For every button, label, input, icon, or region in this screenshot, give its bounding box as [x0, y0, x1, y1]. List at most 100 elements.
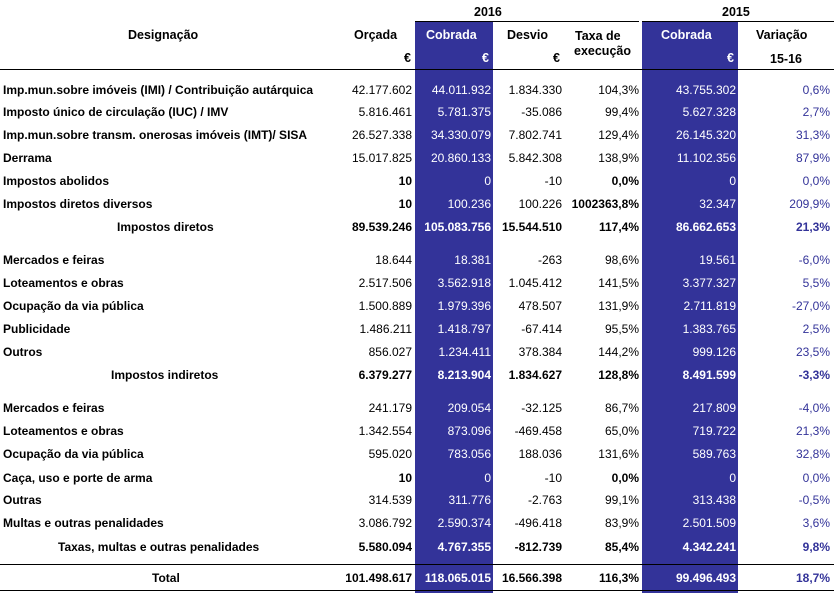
cell-variacao: 21,3% — [795, 220, 830, 234]
cell-variacao: 23,5% — [795, 345, 830, 359]
cell-taxa: 129,4% — [598, 128, 639, 142]
cell-variacao: 0,0% — [802, 471, 830, 485]
table-row: Loteamentos e obras 2.517.506 3.562.918 … — [0, 272, 834, 294]
cell-desvio: -32.125 — [521, 401, 562, 415]
orcada-header: Orçada — [354, 28, 398, 42]
cell-orcada: 241.179 — [368, 401, 412, 415]
cell-taxa: 104,3% — [598, 83, 639, 97]
total-row: Total 101.498.617 118.065.015 16.566.398… — [0, 567, 834, 589]
row-label: Mercados e feiras — [3, 401, 105, 415]
orcada-unit: € — [404, 51, 411, 65]
cell-cobrada-2015: 217.809 — [692, 401, 736, 415]
cell-variacao: 209,9% — [789, 197, 830, 211]
cell-cobrada-2015: 32.347 — [699, 197, 736, 211]
cell-orcada: 5.580.094 — [358, 540, 412, 554]
cell-cobrada-2015: 719.722 — [692, 424, 736, 438]
cell-cobrada-2016: 105.083.756 — [424, 220, 491, 234]
cell-orcada: 15.017.825 — [351, 151, 412, 165]
row-label: Publicidade — [3, 322, 71, 336]
cell-orcada: 1.342.554 — [358, 424, 412, 438]
cell-cobrada-2016: 0 — [484, 471, 491, 485]
cell-cobrada-2016: 8.213.904 — [437, 368, 491, 382]
cell-variacao: 2,7% — [802, 105, 830, 119]
cell-variacao: 18,7% — [795, 571, 830, 585]
table-row: Loteamentos e obras 1.342.554 873.096 -4… — [0, 420, 834, 442]
cobrada-2015-unit: € — [727, 51, 734, 65]
table-row: Mercados e feiras 18.644 18.381 -263 98,… — [0, 249, 834, 271]
cell-taxa: 1002363,8% — [571, 197, 639, 211]
table-row: Derrama 15.017.825 20.860.133 5.842.308 … — [0, 147, 834, 169]
cell-orcada: 6.379.277 — [358, 368, 412, 382]
cell-taxa: 0,0% — [611, 471, 639, 485]
cell-variacao: -3,3% — [798, 368, 830, 382]
cell-cobrada-2015: 19.561 — [699, 253, 736, 267]
cell-variacao: 32,8% — [795, 447, 830, 461]
row-label: Ocupação da via pública — [3, 299, 144, 313]
cell-cobrada-2015: 999.126 — [692, 345, 736, 359]
cell-orcada: 10 — [398, 197, 412, 211]
cell-taxa: 99,4% — [604, 105, 639, 119]
year-2015-underline — [642, 21, 834, 22]
cell-desvio: 378.384 — [518, 345, 562, 359]
row-label: Imp.mun.sobre imóveis (IMI) / Contribuiç… — [3, 83, 314, 97]
cell-cobrada-2015: 2.711.819 — [683, 299, 737, 313]
cell-cobrada-2015: 8.491.599 — [682, 368, 736, 382]
subtotal-label: Impostos indiretos — [111, 368, 219, 382]
cell-orcada: 1.500.889 — [358, 299, 412, 313]
cell-variacao: -0,5% — [798, 493, 830, 507]
cell-orcada: 856.027 — [368, 345, 412, 359]
year-2016-underline — [415, 21, 639, 22]
cell-desvio: 7.802.741 — [508, 128, 562, 142]
cell-cobrada-2015: 11.102.356 — [676, 151, 736, 165]
cell-cobrada-2016: 209.054 — [447, 401, 491, 415]
table-row: Ocupação da via pública 1.500.889 1.979.… — [0, 295, 834, 317]
variacao-subheader: 15-16 — [770, 52, 802, 66]
row-label: Loteamentos e obras — [3, 276, 124, 290]
table-row: Mercados e feiras 241.179 209.054 -32.12… — [0, 397, 834, 419]
total-top-rule — [0, 564, 834, 565]
cell-variacao: -6,0% — [798, 253, 830, 267]
cell-cobrada-2015: 1.383.765 — [682, 322, 736, 336]
cell-taxa: 116,3% — [598, 571, 639, 585]
desvio-header: Desvio — [507, 28, 548, 42]
table-row: Impostos diretos diversos 10 100.236 100… — [0, 193, 834, 215]
cell-orcada: 42.177.602 — [351, 83, 412, 97]
cell-variacao: 3,6% — [802, 516, 830, 530]
cell-taxa: 99,1% — [604, 493, 639, 507]
cell-cobrada-2015: 3.377.327 — [682, 276, 736, 290]
table-row: Impostos abolidos 10 0 -10 0,0% 0 0,0% — [0, 170, 834, 192]
cell-cobrada-2016: 5.781.375 — [437, 105, 491, 119]
cell-desvio: -469.458 — [514, 424, 562, 438]
cell-cobrada-2015: 589.763 — [692, 447, 736, 461]
year-2015-header: 2015 — [722, 5, 750, 19]
subtotal-row: Impostos indiretos 6.379.277 8.213.904 1… — [0, 364, 834, 386]
cell-variacao: 21,3% — [795, 424, 830, 438]
cell-cobrada-2016: 1.234.411 — [438, 345, 492, 359]
row-label: Imp.mun.sobre transm. onerosas imóveis (… — [3, 128, 308, 142]
cobrada-2016-column-band — [415, 22, 493, 593]
cell-desvio: -496.418 — [514, 516, 562, 530]
cell-taxa: 128,8% — [598, 368, 639, 382]
cell-taxa: 83,9% — [604, 516, 639, 530]
header-bottom-rule — [0, 69, 834, 70]
variacao-header: Variação — [756, 28, 808, 42]
cell-taxa: 144,2% — [598, 345, 639, 359]
cell-variacao: -27,0% — [791, 299, 830, 313]
cell-cobrada-2015: 5.627.328 — [682, 105, 736, 119]
cell-cobrada-2016: 783.056 — [447, 447, 491, 461]
cell-variacao: 87,9% — [795, 151, 830, 165]
row-label: Derrama — [3, 151, 52, 165]
subtotal-label: Impostos diretos — [117, 220, 214, 234]
cell-taxa: 131,9% — [598, 299, 639, 313]
cell-variacao: 0,0% — [802, 174, 830, 188]
cobrada-2015-header: Cobrada — [661, 28, 712, 42]
table-row: Multas e outras penalidades 3.086.792 2.… — [0, 512, 834, 534]
cell-taxa: 65,0% — [604, 424, 639, 438]
table-row: Outros 856.027 1.234.411 378.384 144,2% … — [0, 341, 834, 363]
cell-cobrada-2016: 1.418.797 — [437, 322, 491, 336]
cell-taxa: 95,5% — [604, 322, 639, 336]
cell-orcada: 10 — [398, 174, 412, 188]
cell-variacao: 0,6% — [802, 83, 830, 97]
cell-orcada: 2.517.506 — [358, 276, 412, 290]
cell-orcada: 314.539 — [368, 493, 412, 507]
